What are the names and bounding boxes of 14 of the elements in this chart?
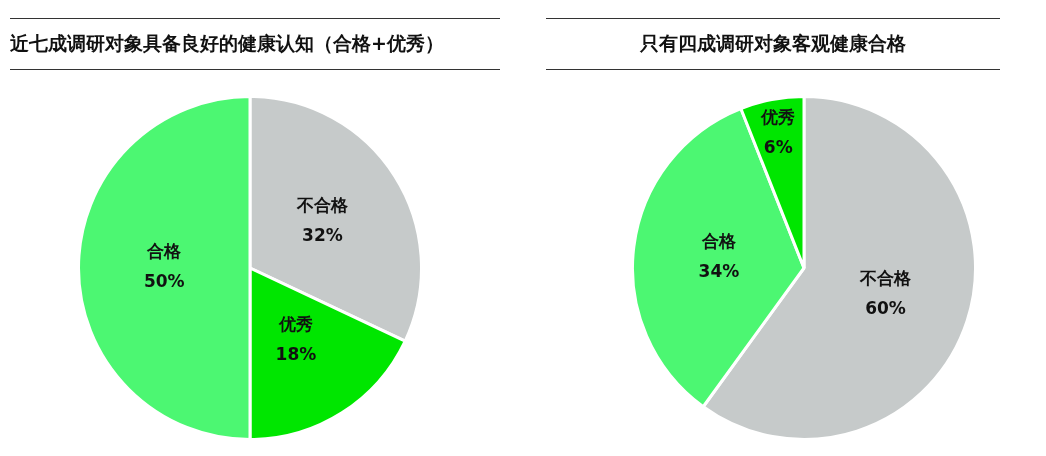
data-label: 18% xyxy=(275,343,317,364)
slice-label: 不合格 xyxy=(859,267,913,288)
data-label: 32% xyxy=(302,225,343,246)
data-label: 60% xyxy=(865,297,906,318)
data-label: 6% xyxy=(763,136,793,157)
chart-title: 只有四成调研对象客观健康合格 xyxy=(640,31,906,56)
slice-label: 合格 xyxy=(700,230,737,251)
slice-label: 优秀 xyxy=(760,106,796,127)
chart-title: 近七成调研对象具备良好的健康认知（合格+优秀） xyxy=(10,31,444,56)
slice-label: 合格 xyxy=(146,241,183,262)
data-label: 34% xyxy=(698,260,740,281)
slice-label: 不合格 xyxy=(295,195,349,216)
slice-label: 优秀 xyxy=(277,313,313,334)
data-label: 50% xyxy=(143,271,185,292)
